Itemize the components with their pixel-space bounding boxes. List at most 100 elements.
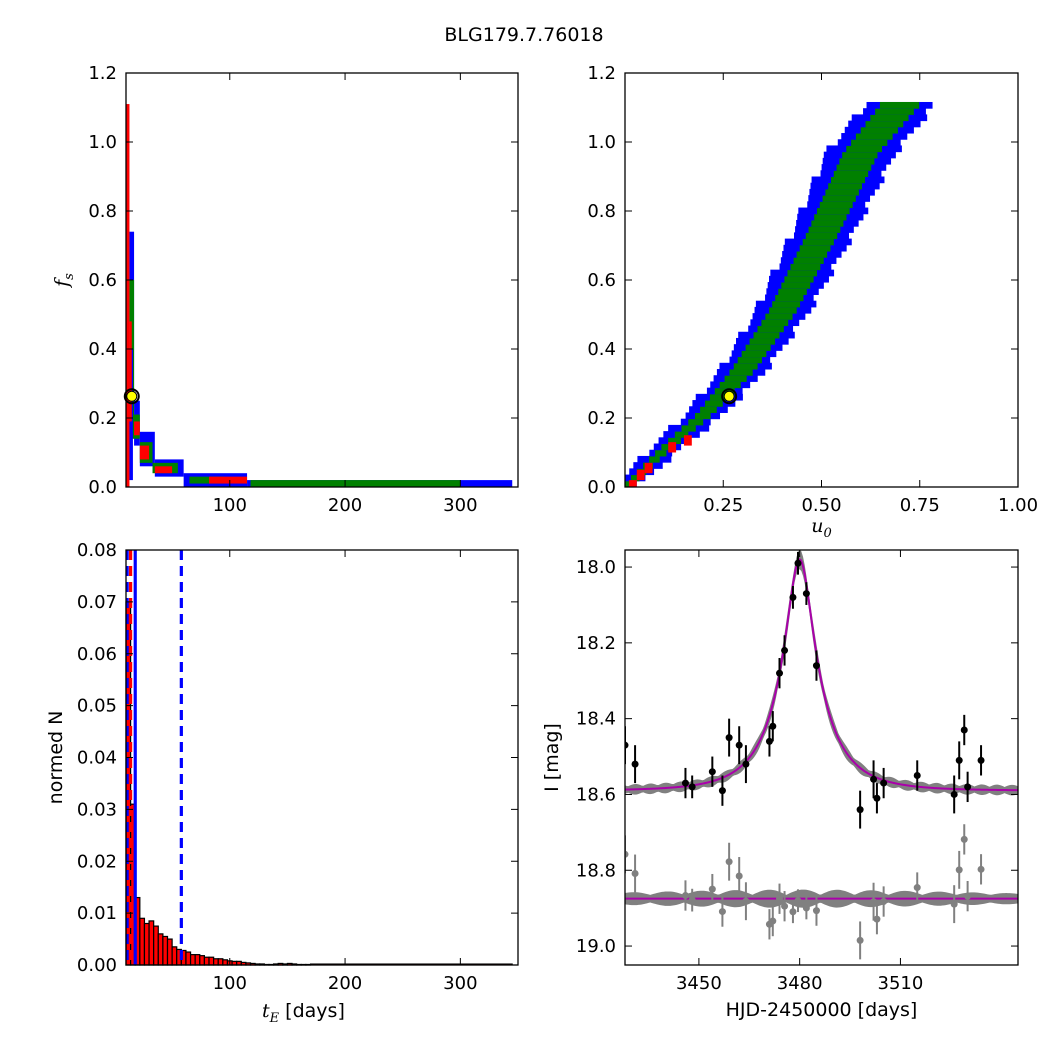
posterior-cell-green: [778, 288, 807, 295]
residual-point: [789, 908, 797, 916]
posterior-cell-green: [688, 418, 704, 426]
posterior-cell-green: [655, 449, 667, 457]
posterior-cell-green: [661, 443, 674, 451]
posterior-cell-green: [828, 182, 862, 190]
residual-point: [977, 865, 985, 873]
posterior-cell-green: [719, 381, 741, 389]
histogram-bar: [153, 925, 159, 966]
histogram-bar: [217, 958, 224, 966]
posterior-cell-red: [129, 321, 132, 422]
best-fit-marker: [723, 390, 735, 402]
posterior-cell-green: [704, 400, 723, 407]
posterior-cell-green: [846, 145, 883, 153]
posterior-cell-red: [668, 442, 677, 453]
posterior-cell-green: [790, 263, 821, 271]
residual-point: [769, 917, 777, 925]
panel2-ytick-label: 0.06: [77, 644, 117, 665]
residual-point: [964, 892, 972, 900]
data-point: [708, 768, 716, 776]
residual-point: [708, 885, 716, 893]
posterior-cell-green: [729, 369, 753, 376]
posterior-cell-green: [830, 176, 866, 184]
posterior-cell-green: [772, 300, 801, 308]
data-point: [964, 783, 972, 791]
posterior-cell-green: [860, 126, 898, 134]
posterior-cell-green: [745, 344, 771, 351]
posterior-cell-green: [250, 480, 461, 487]
panel0-ytick-label: 0.8: [88, 201, 117, 222]
figure-title: BLG179.7.76018: [444, 24, 603, 46]
residual-point: [625, 850, 629, 858]
panel2-ytick-label: 0.04: [77, 748, 117, 769]
panel0-ytick-label: 0.2: [88, 408, 117, 429]
posterior-cell-green: [749, 337, 776, 345]
posterior-cell-green: [761, 319, 789, 327]
panel3-ytick-label: 18.2: [576, 633, 616, 654]
panel0-ytick-label: 1.0: [88, 132, 117, 153]
panel1-xtick-label: 0.25: [703, 495, 743, 516]
panel1-ytick-label: 0.6: [587, 270, 616, 291]
panel-tE-fs: 100 200 300 0.0 0.2 0.4 0.6 0.8 1.0 1.2 fs: [51, 63, 519, 516]
data-point: [735, 741, 743, 749]
histogram-bar: [189, 954, 196, 966]
posterior-cell-green: [825, 188, 859, 196]
posterior-cell-red: [126, 104, 130, 487]
x-axis-label-u0: u0: [811, 515, 832, 541]
panel3-ytick-label: 19.0: [576, 936, 616, 957]
residual-point: [681, 891, 689, 899]
residual-point: [781, 902, 789, 910]
histogram-bar: [222, 959, 229, 966]
posterior-cell-red: [134, 421, 140, 436]
residual-point: [955, 866, 963, 874]
panel3-ytick-label: 18.6: [576, 784, 616, 805]
panel3-ytick-label: 18.8: [576, 860, 616, 881]
posterior-cell-green: [802, 238, 834, 246]
panel-u0-fs: 0.25 0.50 0.75 1.00 0.0 0.2 0.4 0.6 0.8 1.0 1.2 u0: [587, 63, 1038, 541]
residual-point: [718, 908, 726, 916]
panel3-ytick-label: 18.0: [576, 557, 616, 578]
posterior-cell-green: [787, 269, 817, 277]
residual-point: [776, 895, 784, 903]
x-axis-label-subscript: 0: [823, 526, 831, 541]
panel1-ytick-label: 0.2: [587, 408, 616, 429]
panel3-ytick-label: 18.4: [576, 709, 616, 730]
posterior-cell-green: [775, 294, 804, 302]
panel3-content: [625, 550, 1018, 960]
posterior-cell-green: [649, 455, 660, 463]
histogram-bar: [185, 951, 192, 966]
posterior-cell-green: [819, 201, 853, 209]
posterior-cell-red: [139, 445, 150, 460]
panel1-ytick-label: 0.4: [587, 339, 616, 360]
panel2-frame: [125, 549, 519, 966]
histogram-bar: [213, 958, 219, 966]
residual-point: [802, 904, 810, 912]
residual-point: [725, 858, 733, 866]
panel-tE-histogram: 100 200 300 0.00 0.01 0.02 0.03 0.04 0.05 0.06 0.0…: [45, 540, 519, 1026]
panel2-ytick-label: 0.02: [77, 851, 117, 872]
data-point: [950, 790, 958, 798]
data-point: [718, 787, 726, 795]
posterior-cell-red: [683, 435, 692, 446]
panel1-xtick-label: 1.00: [998, 495, 1038, 516]
data-point: [781, 646, 789, 654]
posterior-cell-green: [793, 257, 824, 264]
posterior-cell-green: [781, 282, 811, 289]
panel2-xtick-label: 300: [443, 973, 477, 994]
posterior-cell-green: [741, 350, 767, 358]
residual-point: [950, 900, 958, 908]
posterior-cell-red: [154, 466, 173, 474]
residual-point: [812, 907, 820, 915]
posterior-cell-green: [855, 133, 893, 140]
x-axis-label-units: [days]: [279, 1000, 345, 1022]
data-point: [977, 756, 985, 764]
posterior-cell-green: [799, 244, 831, 252]
panel3-xtick-label: 3480: [777, 973, 823, 994]
panel1-ytick-label: 1.2: [587, 63, 616, 84]
panel0-xtick-label: 200: [328, 495, 362, 516]
best-fit-marker: [126, 390, 138, 402]
x-axis-label-hjd: HJD-2450000 [days]: [726, 999, 918, 1021]
data-point: [776, 669, 784, 677]
data-point: [960, 726, 968, 734]
posterior-cell-green: [753, 331, 780, 339]
